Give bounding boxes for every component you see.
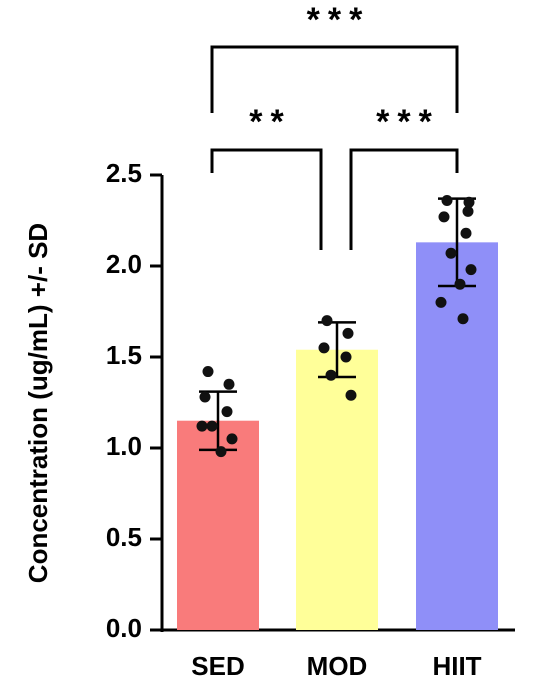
data-point <box>438 211 450 223</box>
x-tick-label-mod: MOD <box>307 651 368 681</box>
data-point <box>345 389 357 401</box>
axes: 0.0 0.5 1.0 1.5 2.0 2.5 <box>106 158 515 643</box>
sig-label: *** <box>376 103 440 141</box>
data-point <box>462 205 474 217</box>
data-point <box>215 446 227 458</box>
data-point <box>342 327 354 339</box>
sig-label: *** <box>307 1 371 39</box>
category-labels: SED MOD HIIT <box>191 651 481 681</box>
bars <box>177 242 498 630</box>
y-tick-label: 2.5 <box>106 158 142 188</box>
x-tick-label-sed: SED <box>191 651 244 681</box>
bar-mod <box>296 349 378 630</box>
data-point <box>463 196 475 208</box>
y-tick-label: 2.0 <box>106 249 142 279</box>
data-point <box>441 194 453 206</box>
data-point <box>221 406 233 418</box>
data-point <box>465 264 477 276</box>
y-axis-title: Concentration (ug/mL) +/- SD <box>23 223 53 583</box>
data-point <box>340 351 352 363</box>
data-point <box>202 366 214 378</box>
data-point <box>196 420 208 432</box>
significance-brackets: ** ****** <box>210 1 459 250</box>
y-tick-label: 1.5 <box>106 340 142 370</box>
y-tick-label: 0.5 <box>106 522 142 552</box>
data-point <box>325 369 337 381</box>
data-point <box>454 278 466 290</box>
data-point <box>199 391 211 403</box>
data-points <box>196 194 477 458</box>
data-point <box>457 313 469 325</box>
y-tick-label: 0.0 <box>106 613 142 643</box>
sig-bracket-sed-mod: ** <box>210 103 323 250</box>
sig-bracket-sed-hiit: *** <box>210 1 459 113</box>
data-point <box>226 433 238 445</box>
data-point <box>445 247 457 259</box>
data-point <box>318 342 330 354</box>
sig-bracket-mod-hiit: *** <box>349 103 459 250</box>
y-axis-label: Concentration (ug/mL) +/- SD <box>23 223 53 583</box>
y-tick-label: 1.0 <box>106 431 142 461</box>
bar-hiit <box>416 242 498 630</box>
x-tick-label-hiit: HIIT <box>432 651 481 681</box>
data-point <box>321 315 333 327</box>
sig-label: ** <box>249 103 291 141</box>
data-point <box>206 420 218 432</box>
data-point <box>223 378 235 390</box>
data-point <box>460 227 472 239</box>
data-point <box>435 296 447 308</box>
